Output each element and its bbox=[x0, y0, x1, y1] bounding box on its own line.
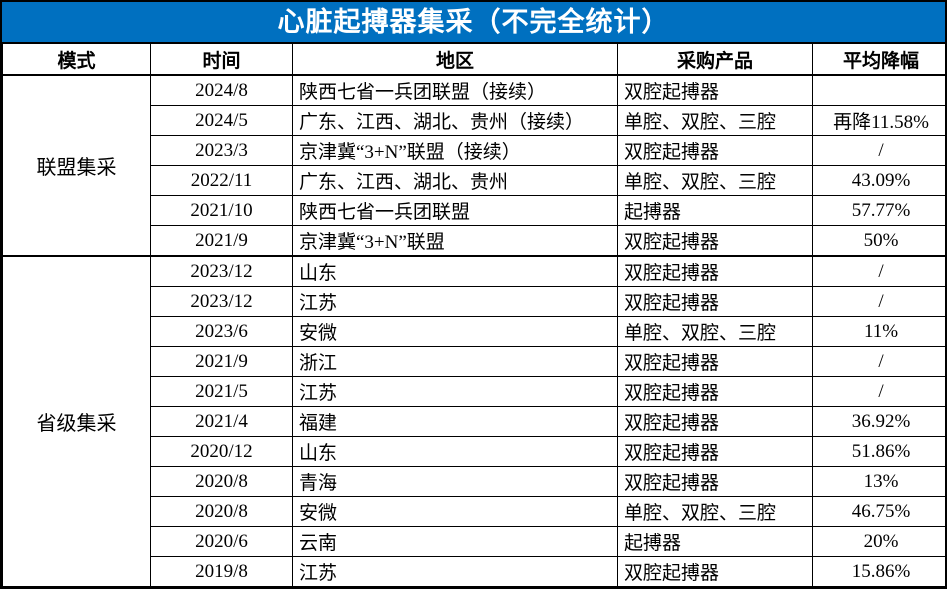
reduction-cell: 43.09% bbox=[812, 165, 945, 196]
col-header-time: 时间 bbox=[150, 43, 293, 76]
region-cell: 陕西七省一兵团联盟 bbox=[292, 195, 618, 226]
table-row: 2020/8 青海 双腔起搏器 13% bbox=[3, 466, 945, 497]
product-cell: 双腔起搏器 bbox=[617, 406, 813, 437]
header-row: 模式 时间 地区 采购产品 平均降幅 bbox=[2, 43, 945, 76]
reduction-cell: / bbox=[812, 376, 945, 407]
reduction-cell: 51.86% bbox=[812, 436, 945, 467]
region-cell: 山东 bbox=[292, 436, 618, 467]
reduction-cell: / bbox=[812, 255, 945, 287]
product-cell: 双腔起搏器 bbox=[617, 255, 813, 287]
product-cell: 单腔、双腔、三腔 bbox=[617, 165, 813, 196]
product-cell: 起搏器 bbox=[617, 195, 813, 226]
time-cell: 2020/6 bbox=[150, 526, 293, 557]
product-cell: 双腔起搏器 bbox=[617, 376, 813, 407]
table-row: 2021/9 浙江 双腔起搏器 / bbox=[3, 346, 945, 377]
reduction-cell: 13% bbox=[812, 466, 945, 497]
table-row: 2023/6 安微 单腔、双腔、三腔 11% bbox=[3, 316, 945, 347]
region-cell: 福建 bbox=[292, 406, 618, 437]
reduction-cell: 20% bbox=[812, 526, 945, 557]
col-header-reduction: 平均降幅 bbox=[812, 43, 945, 76]
time-cell: 2021/9 bbox=[150, 225, 293, 257]
table-row: 联盟集采 2024/8 陕西七省一兵团联盟（接续） 双腔起搏器 bbox=[2, 74, 945, 257]
mode-cell: 省级集采 bbox=[2, 255, 151, 587]
table-row: 2021/10 陕西七省一兵团联盟 起搏器 57.77% bbox=[3, 195, 945, 226]
time-cell: 2021/9 bbox=[150, 346, 293, 377]
procurement-table: 模式 时间 地区 采购产品 平均降幅 联盟集采 2024/8 陕西七省一兵团联盟（接… bbox=[2, 43, 945, 587]
time-cell: 2020/8 bbox=[150, 496, 293, 527]
reduction-cell: 15.86% bbox=[812, 556, 945, 587]
region-cell: 云南 bbox=[292, 526, 618, 557]
reduction-cell: / bbox=[812, 346, 945, 377]
time-cell: 2024/5 bbox=[150, 105, 293, 136]
product-cell: 双腔起搏器 bbox=[617, 346, 813, 377]
region-cell: 江苏 bbox=[292, 376, 618, 407]
table-row: 2021/5 江苏 双腔起搏器 / bbox=[3, 376, 945, 407]
time-cell: 2023/3 bbox=[150, 135, 293, 166]
reduction-cell: 50% bbox=[812, 225, 945, 257]
time-cell: 2022/11 bbox=[150, 165, 293, 196]
table-row: 2024/5 广东、江西、湖北、贵州（接续） 单腔、双腔、三腔 再降11.58% bbox=[3, 105, 945, 136]
product-cell: 起搏器 bbox=[617, 526, 813, 557]
table-row: 2020/8 安微 单腔、双腔、三腔 46.75% bbox=[3, 496, 945, 527]
product-cell: 双腔起搏器 bbox=[617, 466, 813, 497]
product-cell: 双腔起搏器 bbox=[617, 225, 813, 257]
table-row: 2019/8 江苏 双腔起搏器 15.86% bbox=[3, 556, 945, 587]
time-cell: 2021/4 bbox=[150, 406, 293, 437]
reduction-cell: 11% bbox=[812, 316, 945, 347]
product-cell: 双腔起搏器 bbox=[617, 556, 813, 587]
table-title: 心脏起搏器集采（不完全统计） bbox=[2, 2, 945, 43]
time-cell: 2023/12 bbox=[150, 255, 293, 287]
region-cell: 安微 bbox=[292, 496, 618, 527]
mode-cell: 联盟集采 bbox=[2, 74, 151, 257]
product-cell: 双腔起搏器 bbox=[617, 436, 813, 467]
product-cell: 单腔、双腔、三腔 bbox=[617, 105, 813, 136]
region-cell: 青海 bbox=[292, 466, 618, 497]
col-header-region: 地区 bbox=[292, 43, 618, 76]
reduction-cell: 再降11.58% bbox=[812, 105, 945, 136]
reduction-cell: / bbox=[812, 135, 945, 166]
time-cell: 2023/6 bbox=[150, 316, 293, 347]
table-body: 联盟集采 2024/8 陕西七省一兵团联盟（接续） 双腔起搏器 2024/5 广东、江西、… bbox=[2, 74, 945, 587]
region-cell: 广东、江西、湖北、贵州（接续） bbox=[292, 105, 618, 136]
col-header-mode: 模式 bbox=[2, 43, 151, 76]
time-cell: 2020/12 bbox=[150, 436, 293, 467]
reduction-cell: 57.77% bbox=[812, 195, 945, 226]
region-cell: 京津冀“3+N”联盟 bbox=[292, 225, 618, 257]
product-cell: 双腔起搏器 bbox=[617, 286, 813, 317]
col-header-product: 采购产品 bbox=[617, 43, 813, 76]
product-cell: 双腔起搏器 bbox=[617, 74, 813, 106]
region-cell: 陕西七省一兵团联盟（接续） bbox=[292, 74, 618, 106]
region-cell: 江苏 bbox=[292, 556, 618, 587]
table-row: 2021/9 京津冀“3+N”联盟 双腔起搏器 50% bbox=[3, 225, 945, 257]
region-cell: 广东、江西、湖北、贵州 bbox=[292, 165, 618, 196]
table-row: 2020/6 云南 起搏器 20% bbox=[3, 526, 945, 557]
product-cell: 单腔、双腔、三腔 bbox=[617, 316, 813, 347]
region-cell: 安微 bbox=[292, 316, 618, 347]
table-row: 2020/12 山东 双腔起搏器 51.86% bbox=[3, 436, 945, 467]
table-row: 省级集采 2023/12 山东 双腔起搏器 / bbox=[2, 255, 945, 587]
region-cell: 京津冀“3+N”联盟（接续） bbox=[292, 135, 618, 166]
region-cell: 山东 bbox=[292, 255, 618, 287]
reduction-cell bbox=[812, 74, 945, 106]
time-cell: 2023/12 bbox=[150, 286, 293, 317]
time-cell: 2021/5 bbox=[150, 376, 293, 407]
table-row: 2023/12 江苏 双腔起搏器 / bbox=[3, 286, 945, 317]
time-cell: 2024/8 bbox=[150, 74, 293, 106]
product-cell: 单腔、双腔、三腔 bbox=[617, 496, 813, 527]
region-cell: 浙江 bbox=[292, 346, 618, 377]
product-cell: 双腔起搏器 bbox=[617, 135, 813, 166]
time-cell: 2019/8 bbox=[150, 556, 293, 587]
time-cell: 2020/8 bbox=[150, 466, 293, 497]
time-cell: 2021/10 bbox=[150, 195, 293, 226]
reduction-cell: 36.92% bbox=[812, 406, 945, 437]
region-cell: 江苏 bbox=[292, 286, 618, 317]
reduction-cell: / bbox=[812, 286, 945, 317]
reduction-cell: 46.75% bbox=[812, 496, 945, 527]
